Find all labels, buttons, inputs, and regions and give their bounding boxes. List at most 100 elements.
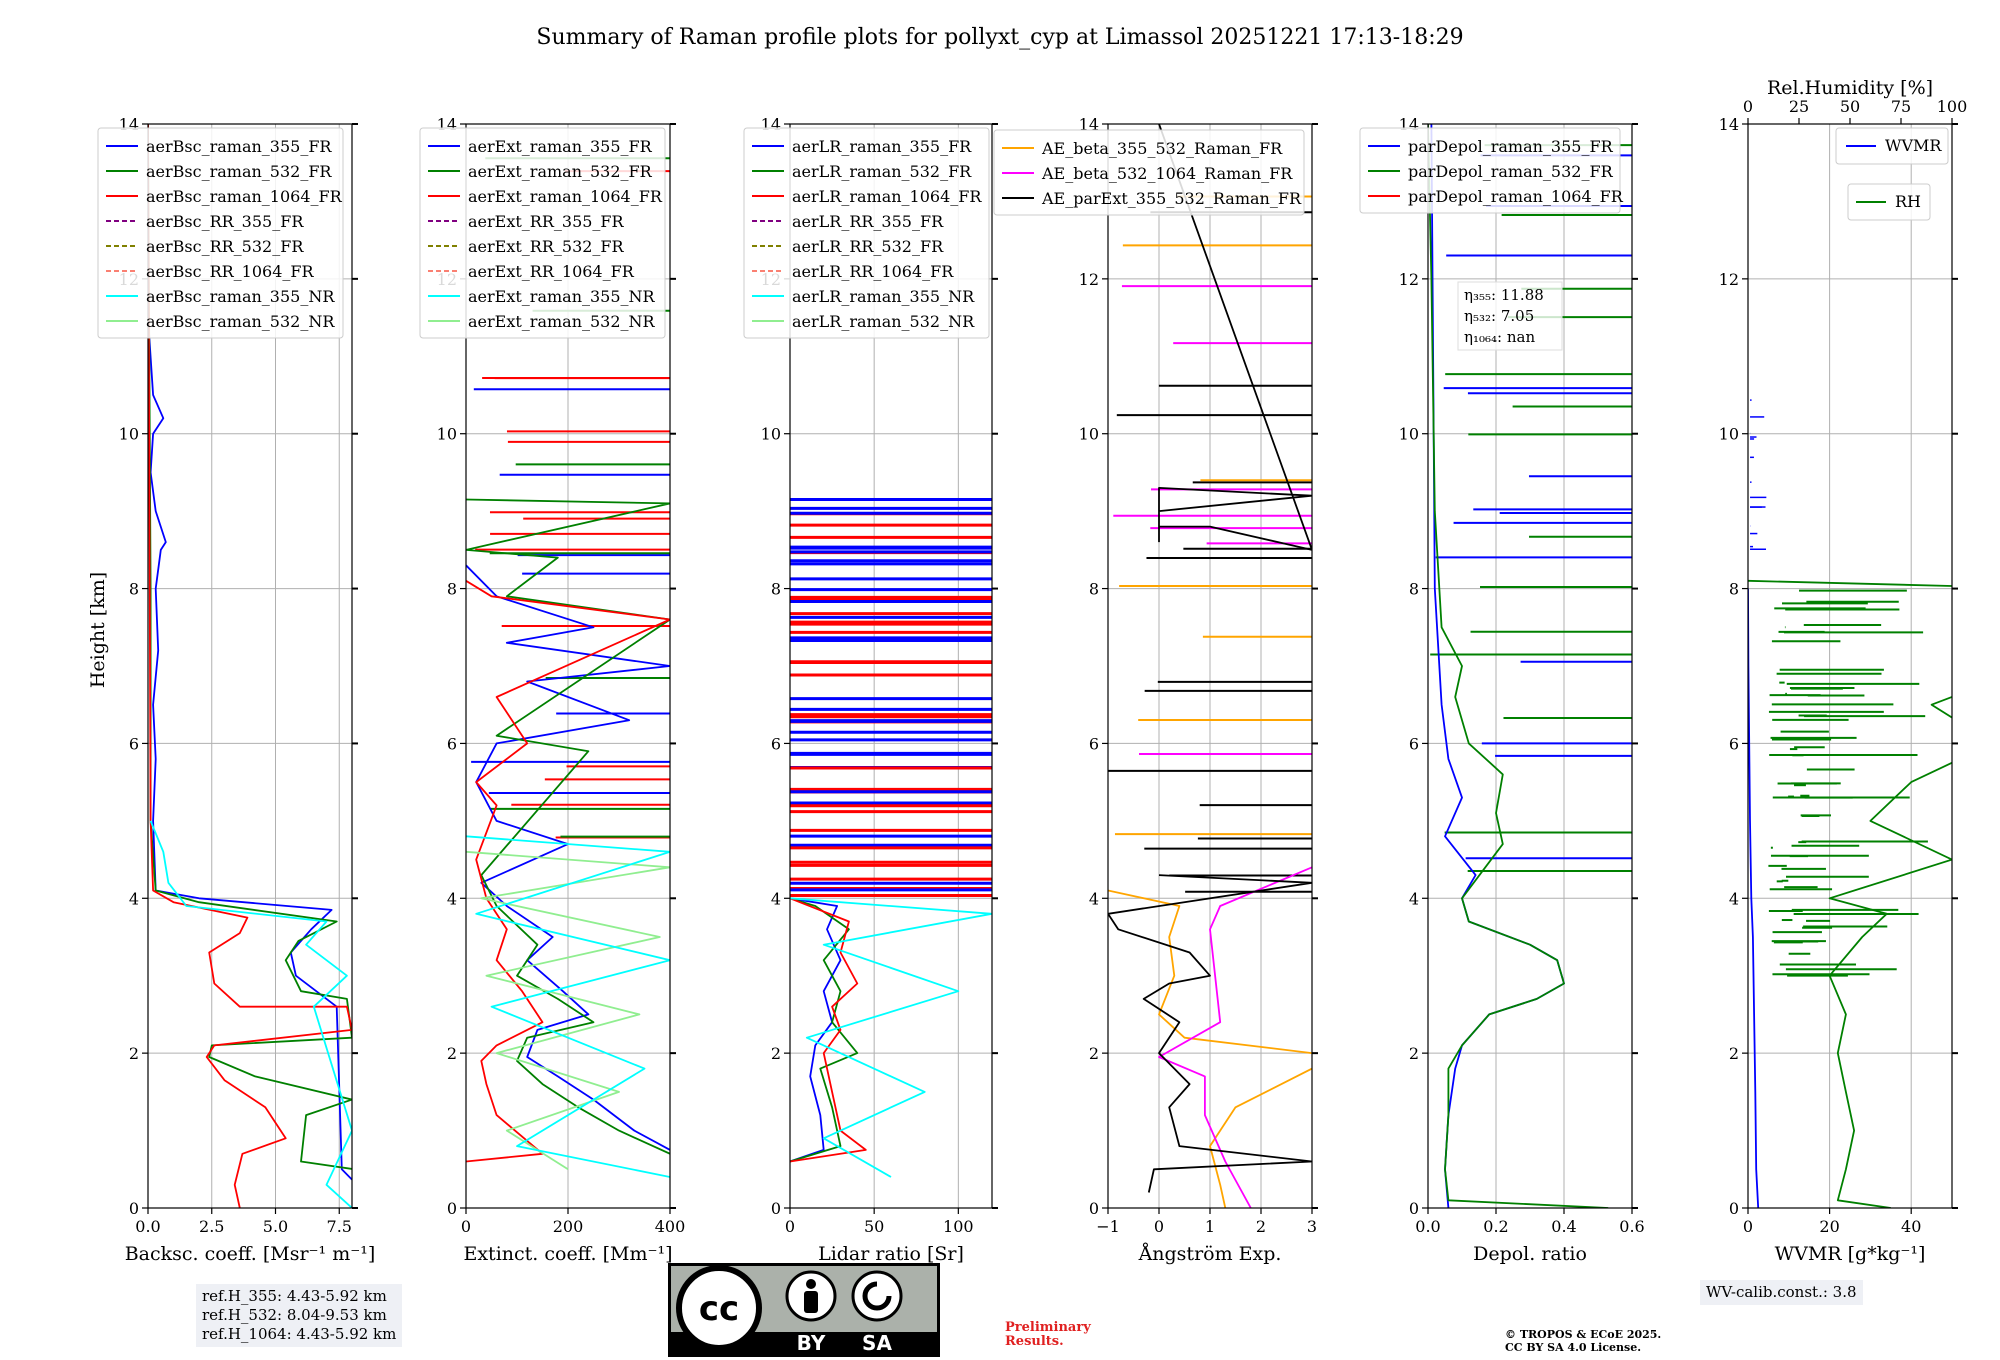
x-tick-label: 100 [943,1217,974,1236]
legend-label: parDepol_raman_1064_FR [1408,187,1624,206]
x2-tick-label: 75 [1891,97,1911,116]
series-line-aerext_raman_355_fr [466,564,670,1151]
y-tick-label: 0 [771,1199,781,1218]
y-tick-label: 0 [447,1199,457,1218]
series-line-ae_beta_355_532_raman_fr [1209,1067,1312,1208]
series-line-aerbsc_raman_532_fr [148,124,352,1170]
y-tick-label: 12 [1399,270,1419,289]
x-tick-label: 40 [1901,1217,1921,1236]
legend-label: parDepol_raman_532_FR [1408,162,1614,181]
legend: WVMR [1835,127,1949,165]
legend-label: aerExt_RR_532_FR [468,237,625,256]
y-tick-label: 12 [1719,270,1739,289]
x-tick-label: 3 [1307,1217,1317,1236]
x-tick-label: 50 [864,1217,884,1236]
x-tick-label: 7.5 [327,1217,352,1236]
legend-label: aerBsc_raman_355_FR [146,137,332,156]
series-line-aerlr_raman_355_nr [790,897,992,1178]
cc-sa-label: SA [862,1331,892,1355]
annotation-line: η₅₃₂: 7.05 [1464,307,1534,325]
y-tick-label: 10 [1719,425,1739,444]
legend-box [993,129,1305,216]
y-tick-label: 8 [447,580,457,599]
legend: parDepol_raman_355_FR parDepol_raman_532_… [1359,127,1624,214]
legend-label: aerLR_raman_532_FR [792,162,972,181]
series-line-aerbsc_raman_355_nr [149,820,352,1208]
legend-label: aerExt_RR_1064_FR [468,262,635,281]
series-line-aerext_raman_1064_fr [466,580,670,1163]
y-tick-label: 2 [1729,1044,1739,1063]
x-axis-label: Extinct. coeff. [Mm⁻¹] [463,1243,672,1265]
y-axis-label: Height [km] [87,572,109,688]
series-line-ae_parext_355_532_raman_fr_upper [1158,124,1312,551]
x-tick-label: 5.0 [263,1217,288,1236]
legend-label: aerBsc_RR_1064_FR [146,262,315,281]
ref-height-355: ref.H_355: 4.43-5.92 km [202,1287,387,1305]
y-tick-label: 10 [761,425,781,444]
x-axis-label: Lidar ratio [Sr] [818,1243,964,1265]
legend-label: aerLR_RR_532_FR [792,237,944,256]
x-tick-label: 0.4 [1551,1217,1576,1236]
legend-label: aerBsc_raman_532_NR [146,312,335,331]
x-axis-label: WVMR [g*kg⁻¹] [1775,1243,1926,1265]
x-tick-label: −1 [1096,1217,1120,1236]
y-tick-label: 8 [129,580,139,599]
x-tick-label: 0.6 [1619,1217,1644,1236]
y-tick-label: 2 [771,1044,781,1063]
legend-box [1359,127,1621,214]
x-axis-label: Ångström Exp. [1138,1243,1282,1265]
share-alike-icon [851,1270,903,1322]
y-tick-label: 10 [437,425,457,444]
y-tick-label: 6 [771,734,781,753]
legend-label: aerExt_raman_532_NR [468,312,656,331]
series-line-wvmr [1748,588,1760,1208]
x-tick-label: 400 [655,1217,686,1236]
y-tick-label: 4 [1729,889,1739,908]
plot-area [1108,124,1312,1208]
x-tick-label: 0 [1154,1217,1164,1236]
series-line-aerlr_raman_532_fr [790,897,859,1163]
chart-panel-lidar_ratio: 02468101214050100Lidar ratio [Sr]aerLR_r… [743,115,998,1265]
x-tick-label: 0.0 [135,1217,160,1236]
legend-label: aerBsc_raman_532_FR [146,162,332,181]
legend-label: aerBsc_RR_532_FR [146,237,304,256]
x2-axis-label: Rel.Humidity [%] [1767,77,1933,99]
legend-label: aerExt_raman_532_FR [468,162,653,181]
plot-area [148,124,352,1208]
legend-label: aerExt_raman_355_FR [468,137,653,156]
legend-label: aerBsc_raman_1064_FR [146,187,343,206]
x-tick-label: 200 [553,1217,584,1236]
legend-label: aerExt_raman_355_NR [468,287,656,306]
y-tick-label: 8 [771,580,781,599]
axes-frame [1747,123,1953,1209]
share-alike-arrow [862,1281,892,1311]
legend: RH [1847,183,1931,221]
y-tick-label: 2 [1089,1044,1099,1063]
x-tick-label: 0 [461,1217,471,1236]
y-tick-label: 6 [1409,734,1419,753]
series-line-ae_beta_355_532_raman_fr_upper [1108,889,1312,1054]
legend-label: aerLR_RR_1064_FR [792,262,954,281]
legend-box [743,127,990,339]
y-tick-label: 10 [119,425,139,444]
x-axis-label: Backsc. coeff. [Msr⁻¹ m⁻¹] [125,1243,376,1265]
cc-license-badge: cc BY SA [668,1263,940,1357]
plot-area [1748,399,1952,1208]
y-tick-label: 0 [129,1199,139,1218]
x-tick-label: 0.2 [1483,1217,1508,1236]
x-tick-label: 20 [1819,1217,1839,1236]
series-line-aerbsc_raman_355_fr [148,124,352,1181]
series-line-aerext_raman_532_fr [466,498,670,1155]
legend-box [97,127,344,339]
legend-box [419,127,666,339]
series-line-ae_beta_532_1064_raman_fr [1158,866,1312,1208]
y-tick-label: 10 [1079,425,1099,444]
y-tick-label: 14 [1719,115,1739,134]
legend-label: AE_parExt_355_532_Raman_FR [1041,189,1302,208]
y-tick-label: 6 [447,734,457,753]
axes-frame [789,123,993,1209]
chart-panel-extinction: 024681012140200400Extinct. coeff. [Mm⁻¹]… [419,115,686,1265]
legend-label: AE_beta_355_532_Raman_FR [1041,139,1283,158]
